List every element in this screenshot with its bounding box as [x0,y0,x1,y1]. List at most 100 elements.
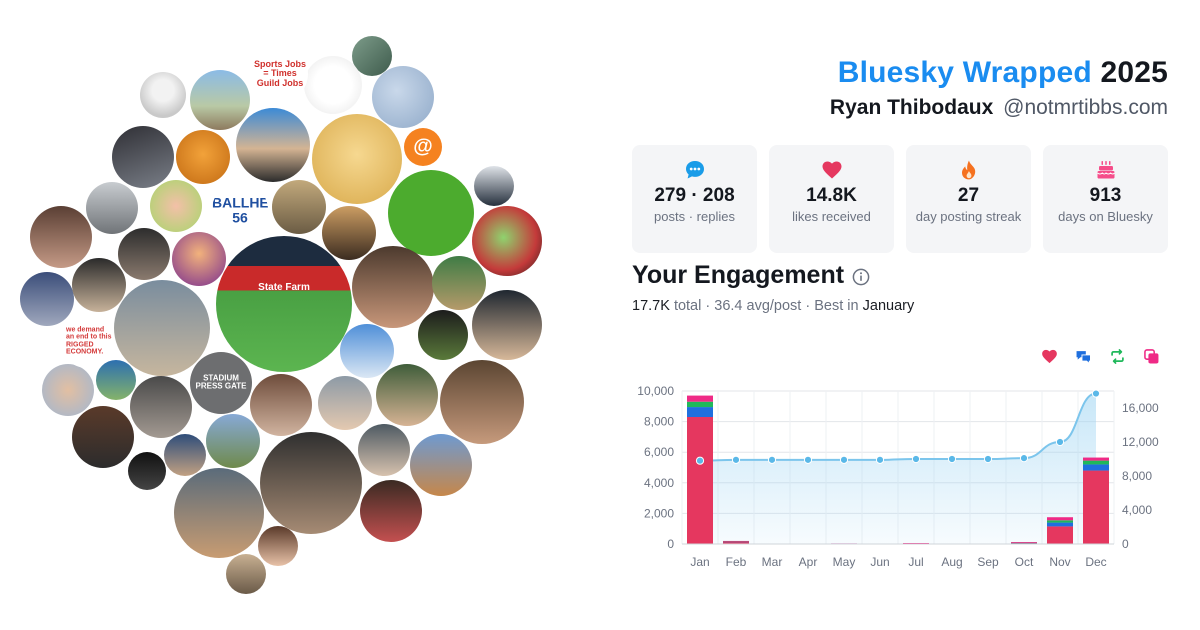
bar-segment-quotes [687,395,713,402]
avatar [236,108,310,182]
avatar [174,468,264,558]
cumulative-point [1019,454,1029,463]
bar-segment-replies [1083,464,1109,471]
stat-label: posts · replies [654,209,735,224]
stat-value: 913 [1089,185,1122,206]
avatar [176,130,230,184]
avatar [20,272,74,326]
stat-card-days: 913 days on Bluesky [1043,145,1168,253]
bar-segment-likes [1011,542,1037,544]
bar-segment-replies [1047,522,1073,527]
avatar [388,170,474,256]
avatar [432,256,486,310]
avatar [258,526,298,566]
avatar [42,364,94,416]
y-left-tick-label: 8,000 [644,415,674,429]
x-tick-label: Feb [726,555,747,569]
avatar [352,36,392,76]
y-left-tick-label: 4,000 [644,476,674,490]
stat-card-streak: 27 day posting streak [906,145,1031,253]
avatar [190,70,250,130]
x-tick-label: Jan [690,555,709,569]
quote-icon[interactable] [1143,348,1160,365]
x-tick-label: Oct [1015,555,1034,569]
avatar [72,406,134,468]
avatar-stadium-press-gate: STADIUM PRESS GATE [190,352,252,414]
avatar-statefarm-text: State Farm [258,281,310,293]
avatar [96,360,136,400]
bar-segment-quotes [903,543,929,544]
avatar [250,374,312,436]
cumulative-point [1091,389,1101,398]
avatar-ballher-text: BALLHER 56 [212,194,268,225]
avatar [128,452,166,490]
cumulative-point [947,454,957,464]
y-right-tick-label: 4,000 [1122,503,1152,517]
user-name: Ryan Thibodaux [829,96,994,119]
y-right-tick-label: 8,000 [1122,469,1152,483]
avatar [440,360,524,444]
cumulative-point [911,454,921,464]
avatar [206,414,260,468]
stat-label: day posting streak [915,209,1022,224]
bar-segment-likes [687,417,713,544]
avatar-bluesky-at: @ [404,128,442,166]
brand-title: Bluesky Wrapped [837,56,1092,89]
engagement-title: Your Engagement [632,261,845,289]
bar-segment-quotes [1047,517,1073,521]
y-left-tick-label: 2,000 [644,506,674,520]
flame-icon [961,160,975,180]
bar-segment-quotes [1011,542,1037,543]
user-handle[interactable]: @notmrtibbs.com [1003,96,1168,119]
bar-segment-reposts [687,401,713,408]
x-tick-label: May [833,555,856,569]
x-tick-label: Dec [1085,555,1106,569]
stat-value: 27 [957,185,980,206]
bar-segment-likes [723,541,749,544]
heart-icon[interactable] [1041,348,1058,365]
x-tick-label: Mar [762,555,783,569]
avatar [472,290,542,360]
bar-segment-reposts [1083,460,1109,465]
avatar-ballher: BALLHER 56 [212,182,268,238]
heart-icon [822,161,841,179]
avatar-we-demand-text: we demand an end to this RIGGED ECONOMY. [66,326,112,356]
y-left-tick-label: 0 [667,537,674,551]
avatar [418,310,468,360]
stat-card-posts: 279 · 208 posts · replies [632,145,757,253]
avatar-cluster: State Farm Sports Jobs = Times Guild Job… [20,36,542,594]
engagement-best-prefix: Best in [814,298,859,314]
avatar [312,114,402,204]
title-year: 2025 [1100,56,1168,89]
x-tick-label: Sep [977,555,999,569]
y-right-tick-label: 12,000 [1122,435,1159,449]
avatar [360,480,422,542]
avatar [472,206,542,276]
avatar [150,180,202,232]
avatar [140,72,186,118]
cumulative-point [875,455,885,464]
x-tick-label: Jun [870,555,889,569]
avatar [318,376,372,430]
user-identity: Ryan Thibodaux @notmrtibbs.com [830,96,1168,120]
page-title: Bluesky Wrapped 2025 [838,56,1168,90]
info-icon[interactable] [852,268,870,286]
avatar [358,424,410,476]
bar-segment-likes [1047,526,1073,544]
cumulative-point [1055,437,1065,447]
x-tick-label: Apr [799,555,818,569]
bar-segment-replies [687,407,713,418]
avatar [172,232,226,286]
repost-icon[interactable] [1109,348,1126,365]
bar-segment-quotes [1083,457,1109,461]
stat-label: days on Bluesky [1058,209,1153,224]
avatar [352,246,434,328]
y-right-tick-label: 0 [1122,537,1129,551]
x-tick-label: Aug [941,555,962,569]
stat-card-likes: 14.8K likes received [769,145,894,253]
cumulative-point [839,455,849,464]
reply-bubbles-icon[interactable] [1075,348,1092,365]
cake-icon [1096,161,1115,179]
avatar [322,206,376,260]
engagement-total: 17.7K [632,298,670,314]
